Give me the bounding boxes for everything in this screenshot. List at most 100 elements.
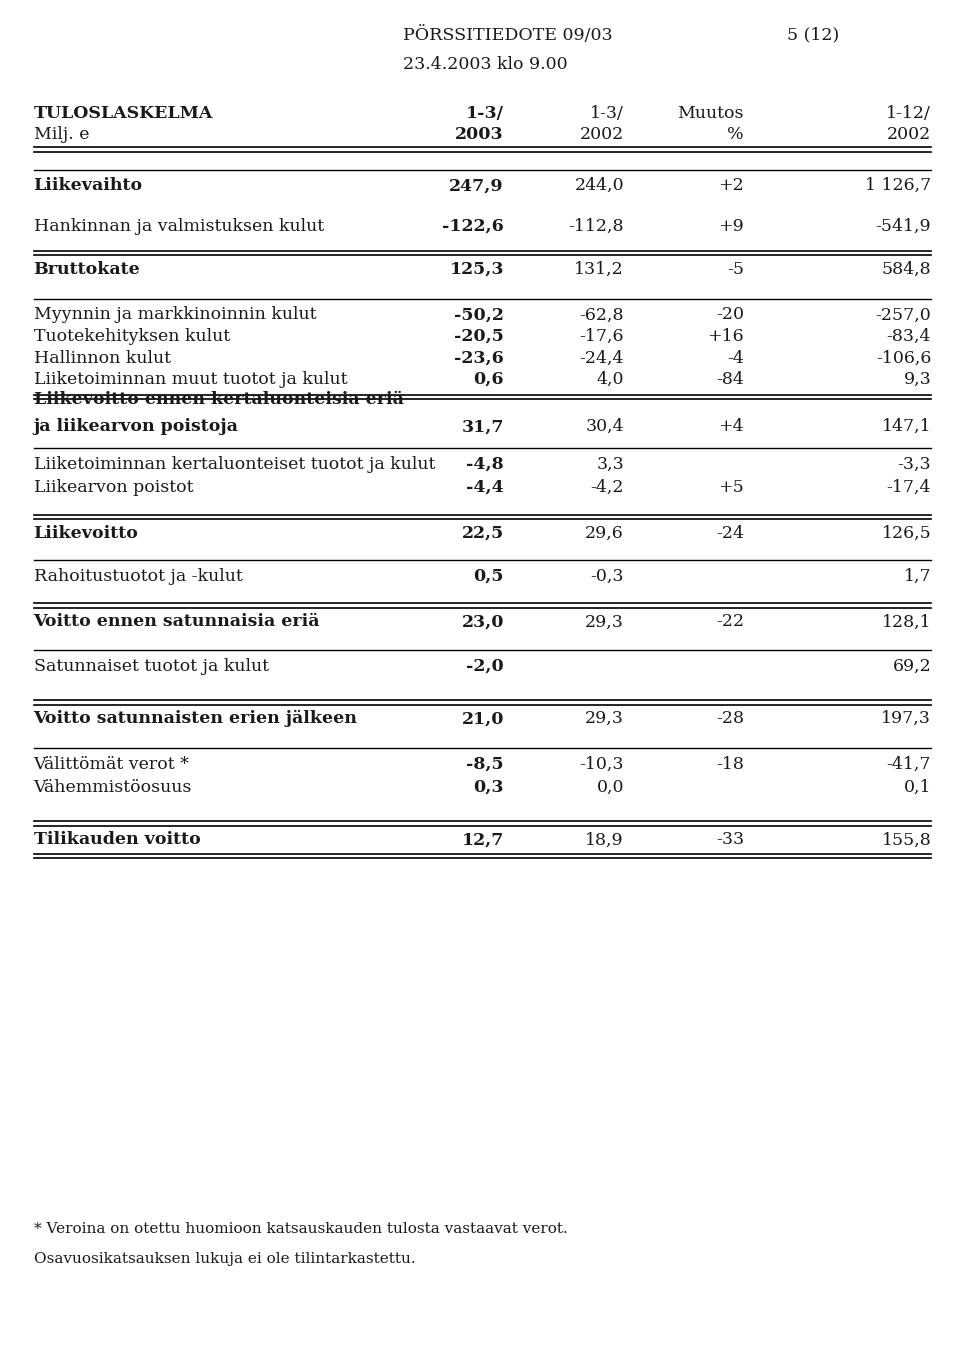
Text: Liikearvon poistot: Liikearvon poistot [34, 479, 193, 495]
Text: 22,5: 22,5 [462, 525, 504, 541]
Text: +9: +9 [718, 218, 744, 234]
Text: Liikevaihto: Liikevaihto [34, 178, 143, 194]
Text: 2002: 2002 [887, 127, 931, 143]
Text: Liiketoiminnan kertaluonteiset tuotot ja kulut: Liiketoiminnan kertaluonteiset tuotot ja… [34, 456, 435, 472]
Text: -83,4: -83,4 [887, 328, 931, 345]
Text: 584,8: 584,8 [881, 261, 931, 277]
Text: -24: -24 [716, 525, 744, 541]
Text: Osavuosikatsauksen lukuja ei ole tilintarkastettu.: Osavuosikatsauksen lukuja ei ole tilinta… [34, 1252, 416, 1265]
Text: 1 126,7: 1 126,7 [865, 178, 931, 194]
Text: 2003: 2003 [455, 127, 504, 143]
Text: * Veroina on otettu huomioon katsauskauden tulosta vastaavat verot.: * Veroina on otettu huomioon katsauskaud… [34, 1222, 567, 1236]
Text: 131,2: 131,2 [574, 261, 624, 277]
Text: 1-12/: 1-12/ [886, 105, 931, 121]
Text: +16: +16 [708, 328, 744, 345]
Text: 5 (12): 5 (12) [787, 27, 839, 43]
Text: Hankinnan ja valmistuksen kulut: Hankinnan ja valmistuksen kulut [34, 218, 324, 234]
Text: Muutos: Muutos [678, 105, 744, 121]
Text: 31,7: 31,7 [462, 419, 504, 435]
Text: 23.4.2003 klo 9.00: 23.4.2003 klo 9.00 [403, 57, 567, 73]
Text: -84: -84 [716, 371, 744, 388]
Text: Liiketoiminnan muut tuotot ja kulut: Liiketoiminnan muut tuotot ja kulut [34, 371, 348, 388]
Text: -41,7: -41,7 [887, 756, 931, 773]
Text: -112,8: -112,8 [568, 218, 624, 234]
Text: 244,0: 244,0 [574, 178, 624, 194]
Text: 0,5: 0,5 [473, 568, 504, 584]
Text: -2,0: -2,0 [467, 658, 504, 674]
Text: 18,9: 18,9 [586, 832, 624, 848]
Text: 21,0: 21,0 [462, 711, 504, 727]
Text: Tuotekehityksen kulut: Tuotekehityksen kulut [34, 328, 229, 345]
Text: -17,6: -17,6 [580, 328, 624, 345]
Text: 0,3: 0,3 [473, 779, 504, 795]
Text: +5: +5 [718, 479, 744, 495]
Text: 29,3: 29,3 [586, 711, 624, 727]
Text: 2002: 2002 [580, 127, 624, 143]
Text: -10,3: -10,3 [580, 756, 624, 773]
Text: PÖRSSITIEDOTE 09/03: PÖRSSITIEDOTE 09/03 [403, 26, 612, 44]
Text: 23,0: 23,0 [462, 614, 504, 630]
Text: -17,4: -17,4 [887, 479, 931, 495]
Text: Bruttokate: Bruttokate [34, 261, 140, 277]
Text: -4: -4 [727, 350, 744, 366]
Text: -22: -22 [716, 614, 744, 630]
Text: -122,6: -122,6 [443, 218, 504, 234]
Text: 4,0: 4,0 [596, 371, 624, 388]
Text: -33: -33 [716, 832, 744, 848]
Text: 29,3: 29,3 [586, 614, 624, 630]
Text: -541,9: -541,9 [876, 218, 931, 234]
Text: -3,3: -3,3 [898, 456, 931, 472]
Text: 125,3: 125,3 [449, 261, 504, 277]
Text: -62,8: -62,8 [580, 307, 624, 323]
Text: -20: -20 [716, 307, 744, 323]
Text: ja liikearvon poistoja: ja liikearvon poistoja [34, 419, 238, 435]
Text: -24,4: -24,4 [580, 350, 624, 366]
Text: 197,3: 197,3 [881, 711, 931, 727]
Text: 12,7: 12,7 [462, 832, 504, 848]
Text: 1-3/: 1-3/ [590, 105, 624, 121]
Text: -23,6: -23,6 [454, 350, 504, 366]
Text: %: % [728, 127, 744, 143]
Text: -50,2: -50,2 [454, 307, 504, 323]
Text: 1,7: 1,7 [903, 568, 931, 584]
Text: TULOSLASKELMA: TULOSLASKELMA [34, 105, 213, 121]
Text: -4,8: -4,8 [467, 456, 504, 472]
Text: -0,3: -0,3 [590, 568, 624, 584]
Text: 1-3/: 1-3/ [466, 105, 504, 121]
Text: 69,2: 69,2 [893, 658, 931, 674]
Text: 147,1: 147,1 [881, 419, 931, 435]
Text: 0,1: 0,1 [903, 779, 931, 795]
Text: 30,4: 30,4 [586, 419, 624, 435]
Text: +2: +2 [718, 178, 744, 194]
Text: Liikevoitto: Liikevoitto [34, 525, 138, 541]
Text: Liikevoitto ennen kertaluonteisia eriä: Liikevoitto ennen kertaluonteisia eriä [34, 392, 403, 408]
Text: 3,3: 3,3 [596, 456, 624, 472]
Text: -18: -18 [716, 756, 744, 773]
Text: 155,8: 155,8 [881, 832, 931, 848]
Text: Vähemmistöosuus: Vähemmistöosuus [34, 779, 192, 795]
Text: -4,2: -4,2 [590, 479, 624, 495]
Text: Tilikauden voitto: Tilikauden voitto [34, 832, 201, 848]
Text: -106,6: -106,6 [876, 350, 931, 366]
Text: 128,1: 128,1 [881, 614, 931, 630]
Text: 0,0: 0,0 [596, 779, 624, 795]
Text: Rahoitustuotot ja -kulut: Rahoitustuotot ja -kulut [34, 568, 242, 584]
Text: -5: -5 [727, 261, 744, 277]
Text: 126,5: 126,5 [881, 525, 931, 541]
Text: 9,3: 9,3 [903, 371, 931, 388]
Text: Voitto satunnaisten erien jälkeen: Voitto satunnaisten erien jälkeen [34, 711, 357, 727]
Text: 0,6: 0,6 [473, 371, 504, 388]
Text: Hallinnon kulut: Hallinnon kulut [34, 350, 171, 366]
Text: -8,5: -8,5 [467, 756, 504, 773]
Text: -257,0: -257,0 [876, 307, 931, 323]
Text: Milj. e: Milj. e [34, 127, 89, 143]
Text: Myynnin ja markkinoinnin kulut: Myynnin ja markkinoinnin kulut [34, 307, 316, 323]
Text: -28: -28 [716, 711, 744, 727]
Text: 247,9: 247,9 [449, 178, 504, 194]
Text: -20,5: -20,5 [454, 328, 504, 345]
Text: Voitto ennen satunnaisia eriä: Voitto ennen satunnaisia eriä [34, 614, 320, 630]
Text: 29,6: 29,6 [586, 525, 624, 541]
Text: -4,4: -4,4 [467, 479, 504, 495]
Text: +4: +4 [718, 419, 744, 435]
Text: Välittömät verot *: Välittömät verot * [34, 756, 189, 773]
